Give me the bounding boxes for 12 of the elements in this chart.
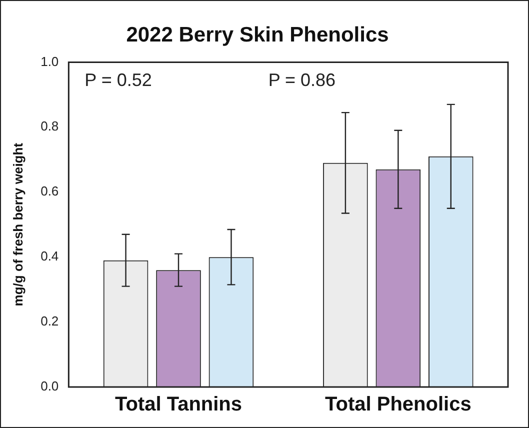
y-tick-label: 0.4 — [40, 248, 59, 264]
y-tick-label: 0.6 — [40, 184, 59, 199]
y-axis-title: mg/g of fresh berry weight — [10, 142, 26, 306]
y-tick-label: 0.8 — [40, 118, 59, 134]
y-tick-label: 0.0 — [40, 378, 59, 394]
y-tick-label: 0.2 — [40, 314, 59, 329]
x-tick-label: Total Tannins — [114, 394, 242, 416]
annotation: P = 0.52 — [84, 70, 152, 90]
annotation: P = 0.86 — [268, 70, 336, 90]
y-tick-label: 1.0 — [40, 54, 59, 69]
x-tick-label: Total Phenolics — [325, 394, 472, 416]
chart-title: 2022 Berry Skin Phenolics — [126, 23, 389, 46]
